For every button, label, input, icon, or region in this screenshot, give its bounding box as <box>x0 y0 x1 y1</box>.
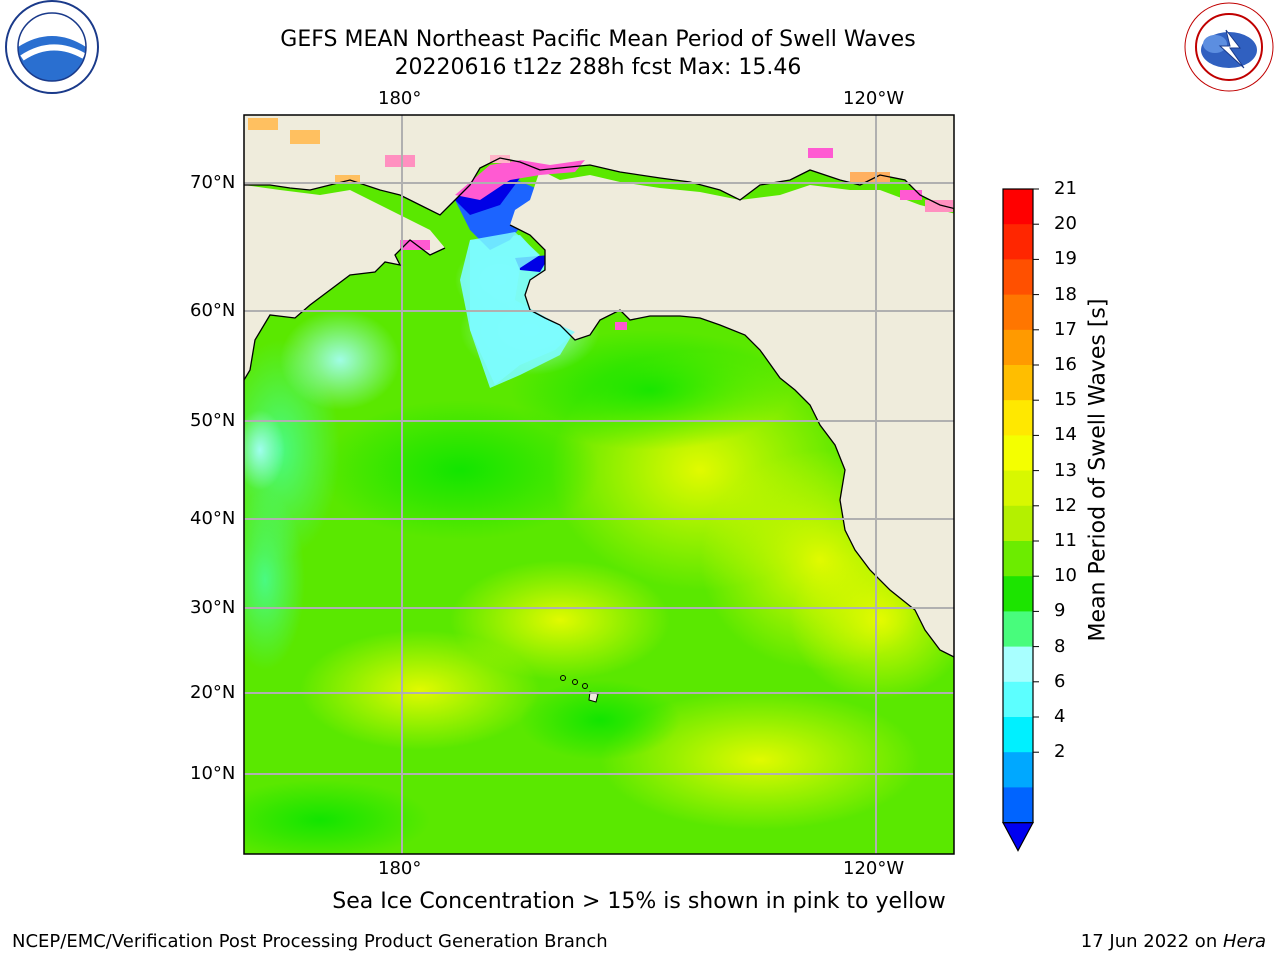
noaa-logo: NOAA <box>5 0 99 94</box>
colorbar-segment <box>1003 752 1033 788</box>
siberia-land <box>244 185 445 380</box>
colorbar-segment <box>1003 329 1033 366</box>
footer-date: 17 Jun 2022 on Hera <box>1081 931 1266 952</box>
colorbar-segment <box>1003 787 1033 824</box>
colorbar-segment <box>1003 224 1033 260</box>
colorbar-tick-label: 9 <box>1054 600 1066 622</box>
colorbar-segment <box>1003 717 1033 753</box>
colorbar-tick-label: 21 <box>1054 178 1077 199</box>
colorbar-segment <box>1003 259 1033 296</box>
colorbar-tick-label: 8 <box>1054 635 1066 657</box>
lat-label-30n: 30°N <box>190 597 236 618</box>
title-line-1: GEFS MEAN Northeast Pacific Mean Period … <box>280 27 916 52</box>
graticule <box>244 115 954 854</box>
lon-label-top-120w: 120°W <box>843 88 905 109</box>
footer-date-text: 17 Jun 2022 on <box>1080 931 1223 952</box>
colorbar-segment <box>1003 470 1033 507</box>
colorbar-tick-label: 11 <box>1054 530 1077 551</box>
lat-label-70n: 70°N <box>190 172 236 193</box>
map-frame <box>243 114 955 855</box>
colorbar-segment <box>1003 400 1033 436</box>
colorbar-tick-label: 17 <box>1054 318 1077 340</box>
map-area <box>244 115 954 854</box>
lat-label-40n: 40°N <box>190 508 236 529</box>
colorbar-tick-label: 12 <box>1054 494 1077 516</box>
arctic-land <box>244 115 954 215</box>
colorbar-segment <box>1003 541 1033 577</box>
colorbar-segment <box>1003 576 1033 612</box>
lat-label-10n: 10°N <box>190 763 236 784</box>
colorbar-tick-label: 19 <box>1054 248 1077 270</box>
north-america-land <box>510 170 954 657</box>
colorbar-tick-label: 16 <box>1054 354 1077 375</box>
colorbar-segment <box>1003 189 1033 225</box>
colorbar-label: Mean Period of Swell Waves [s] <box>1085 298 1111 642</box>
colorbar-tick-label: 20 <box>1054 213 1077 235</box>
title-line-2: 20220616 t12z 288h fcst Max: 15.46 <box>394 55 802 80</box>
colorbar <box>1001 188 1039 852</box>
colorbar-segment <box>1003 505 1033 542</box>
colorbar-tick-label: 14 <box>1054 424 1077 446</box>
lon-label-top-180: 180° <box>378 88 422 109</box>
footer-branch: NCEP/EMC/Verification Post Processing Pr… <box>12 931 608 952</box>
colorbar-tick-label: 2 <box>1054 741 1066 763</box>
colorbar-segment <box>1003 365 1033 401</box>
colorbar-segment <box>1003 681 1033 718</box>
colorbar-tick-label: 15 <box>1054 389 1077 411</box>
lon-label-bottom-120w: 120°W <box>843 858 905 879</box>
lat-label-50n: 50°N <box>190 410 236 431</box>
lon-label-bottom-180: 180° <box>378 858 422 879</box>
colorbar-segment <box>1003 611 1033 648</box>
colorbar-tick-label: 4 <box>1054 706 1066 727</box>
colorbar-extend-arrow <box>1001 822 1035 852</box>
colorbar-tick-label: 13 <box>1054 459 1077 481</box>
svg-text:NOAA: NOAA <box>31 24 73 39</box>
footer-host: Hera <box>1222 931 1266 952</box>
colorbar-segment <box>1003 294 1033 331</box>
lat-label-60n: 60°N <box>190 300 236 321</box>
colorbar-tick-label: 10 <box>1054 565 1077 587</box>
lat-label-20n: 20°N <box>190 682 236 703</box>
colorbar-tick-label: 6 <box>1054 670 1066 692</box>
nws-logo <box>1183 1 1275 93</box>
sea-ice-note: Sea Ice Concentration > 15% is shown in … <box>332 889 946 914</box>
colorbar-segment <box>1003 435 1033 472</box>
colorbar-segment <box>1003 646 1033 683</box>
sea-ice <box>248 118 953 330</box>
colorbar-tick-label: 18 <box>1054 283 1077 305</box>
